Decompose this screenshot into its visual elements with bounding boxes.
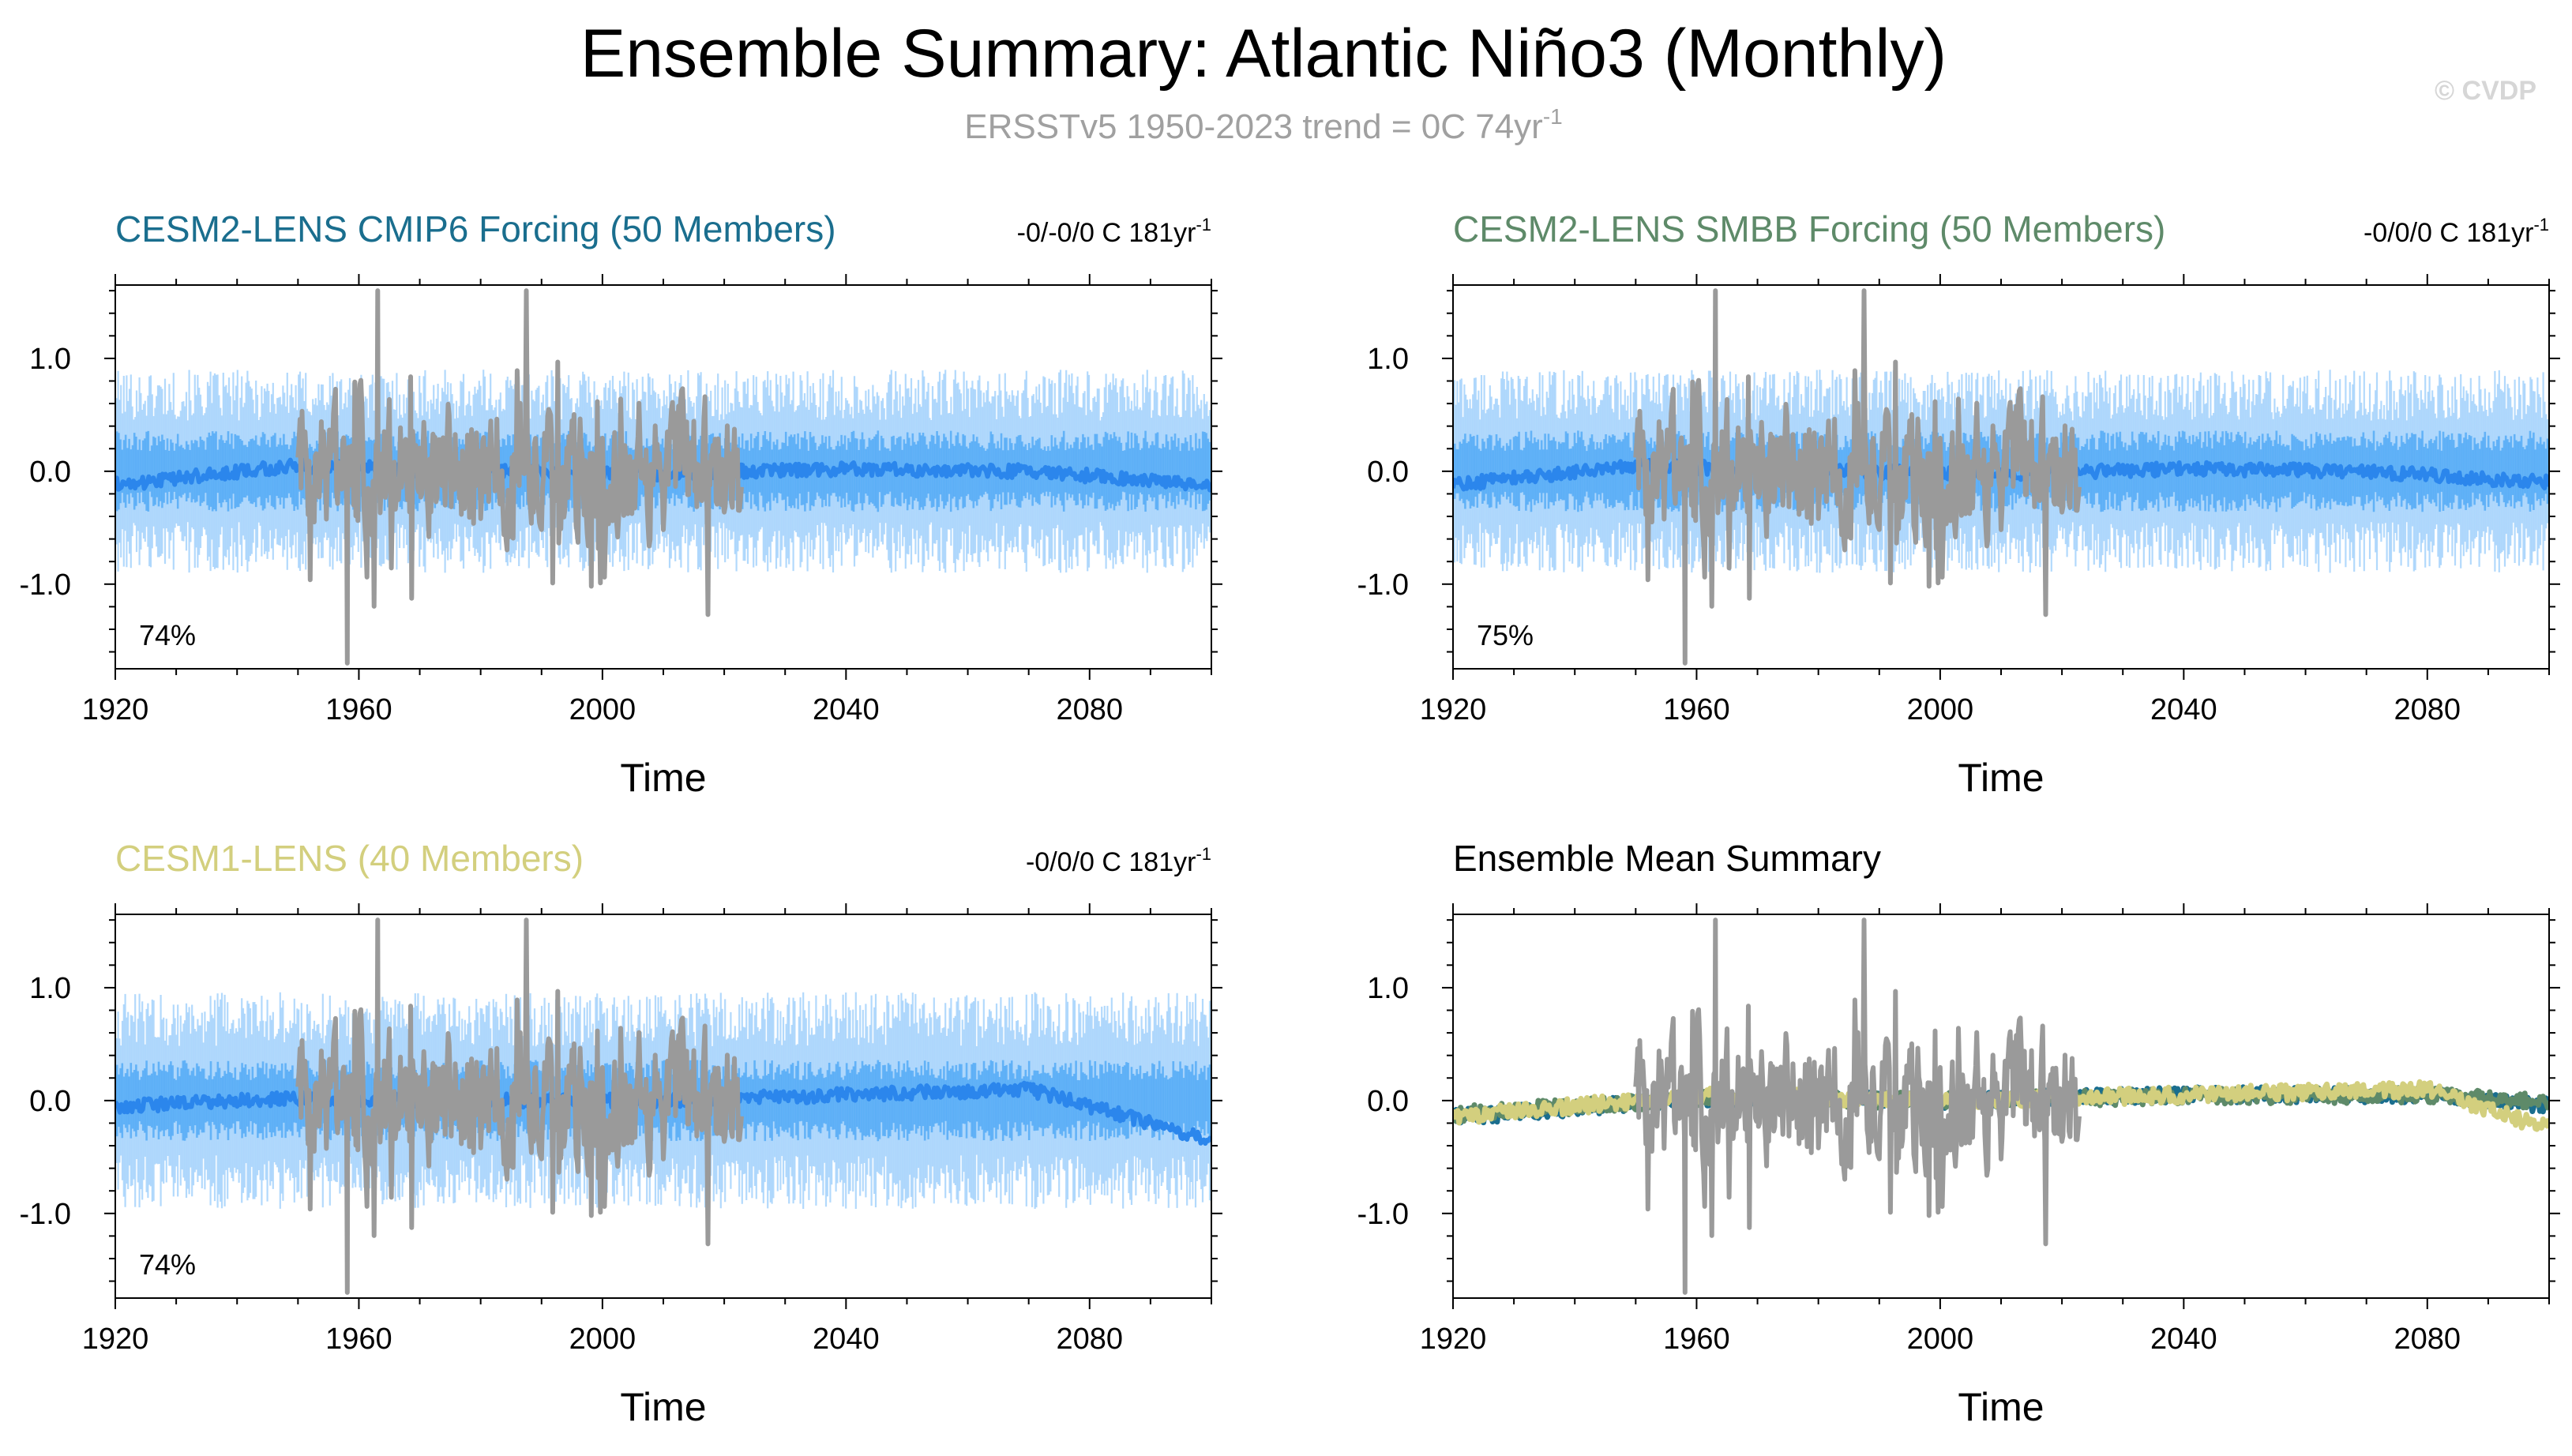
- x-tick-label: 2040: [813, 1323, 880, 1356]
- x-axis-label: Time: [1958, 756, 2044, 800]
- plot-area-cmip6: [115, 288, 1211, 666]
- x-tick-label: 2040: [2150, 1323, 2217, 1356]
- x-axis-label: Time: [1958, 1385, 2044, 1429]
- x-tick-label: 1960: [1663, 693, 1730, 726]
- panel-title: Ensemble Mean Summary: [1453, 838, 1881, 879]
- y-tick-label: 0.0: [1367, 1085, 1409, 1118]
- obs-line: [1633, 918, 2082, 1295]
- y-tick-label: -1.0: [20, 1198, 71, 1231]
- x-tick-label: 1960: [325, 1323, 392, 1356]
- y-tick-label: 1.0: [29, 972, 71, 1005]
- panel-title: CESM2-LENS CMIP6 Forcing (50 Members): [115, 208, 836, 250]
- band-inner: [1453, 430, 2549, 512]
- x-tick-label: 2000: [569, 1323, 636, 1356]
- x-axis-label: Time: [620, 756, 706, 800]
- x-tick-label: 1960: [325, 693, 392, 726]
- y-tick-label: -1.0: [1357, 569, 1409, 602]
- subtitle-text: ERSSTv5 1950-2023 trend = 0C 74yr: [964, 107, 1543, 146]
- y-tick-label: 1.0: [1367, 972, 1409, 1005]
- panel-summary: 1920 1960 2000 2040 2080 1.0 0.0 -1.0 Time Ensemb…: [1357, 838, 2560, 1429]
- percent-label: 74%: [139, 1248, 196, 1281]
- plot-area-summary: [1453, 918, 2549, 1295]
- panel-cmip6: 1920 1960 2000 2040 2080 1.0 0.0 -1.0 Time CESM2-…: [20, 208, 1222, 800]
- figure-title: Ensemble Summary: Atlantic Niño3 (Monthl…: [580, 16, 1947, 92]
- x-tick-label: 1920: [1420, 1323, 1487, 1356]
- obs-line: [1633, 288, 2082, 666]
- trend-label: -0/0/0 C 181yr-1: [1026, 844, 1211, 877]
- y-tick-label: 0.0: [1367, 456, 1409, 489]
- x-tick-label: 2000: [1907, 693, 1974, 726]
- x-tick-label: 1960: [1663, 1323, 1730, 1356]
- y-tick-label: 1.0: [1367, 343, 1409, 376]
- y-tick-label: 0.0: [29, 1085, 71, 1118]
- x-tick-label: 1920: [82, 693, 149, 726]
- x-tick-label: 2000: [1907, 1323, 1974, 1356]
- x-tick-label: 2080: [1057, 693, 1124, 726]
- x-tick-label: 2040: [813, 693, 880, 726]
- y-tick-label: 1.0: [29, 343, 71, 376]
- x-tick-label: 2000: [569, 693, 636, 726]
- obs-line: [295, 288, 744, 666]
- panel-title: CESM2-LENS SMBB Forcing (50 Members): [1453, 208, 2165, 250]
- y-tick-label: -1.0: [1357, 1198, 1409, 1231]
- percent-label: 74%: [139, 619, 196, 651]
- panel-title: CESM1-LENS (40 Members): [115, 838, 584, 879]
- x-tick-label: 2080: [2394, 1323, 2461, 1356]
- figure-subtitle: ERSSTv5 1950-2023 trend = 0C 74yr-1: [964, 104, 1562, 146]
- y-tick-label: 0.0: [29, 456, 71, 489]
- x-tick-label: 2080: [2394, 693, 2461, 726]
- panel-cesm1: 1920 1960 2000 2040 2080 1.0 0.0 -1.0 Time CESM1-…: [20, 838, 1222, 1429]
- x-tick-label: 2040: [2150, 693, 2217, 726]
- percent-label: 75%: [1477, 619, 1534, 651]
- x-tick-label: 1920: [82, 1323, 149, 1356]
- plot-area-smbb: [1453, 288, 2549, 666]
- x-tick-label: 1920: [1420, 693, 1487, 726]
- copyright-watermark: © CVDP: [2435, 76, 2536, 106]
- plot-area-cesm1: [115, 918, 1211, 1295]
- subtitle-superscript: -1: [1543, 104, 1563, 129]
- trend-label: -0/-0/0 C 181yr-1: [1017, 215, 1211, 248]
- y-tick-label: -1.0: [20, 569, 71, 602]
- trend-label: -0/0/0 C 181yr-1: [2364, 215, 2549, 248]
- panel-smbb: 1920 1960 2000 2040 2080 1.0 0.0 -1.0 Time CESM2-…: [1357, 208, 2560, 800]
- x-tick-label: 2080: [1057, 1323, 1124, 1356]
- x-axis-label: Time: [620, 1385, 706, 1429]
- obs-line: [295, 918, 744, 1295]
